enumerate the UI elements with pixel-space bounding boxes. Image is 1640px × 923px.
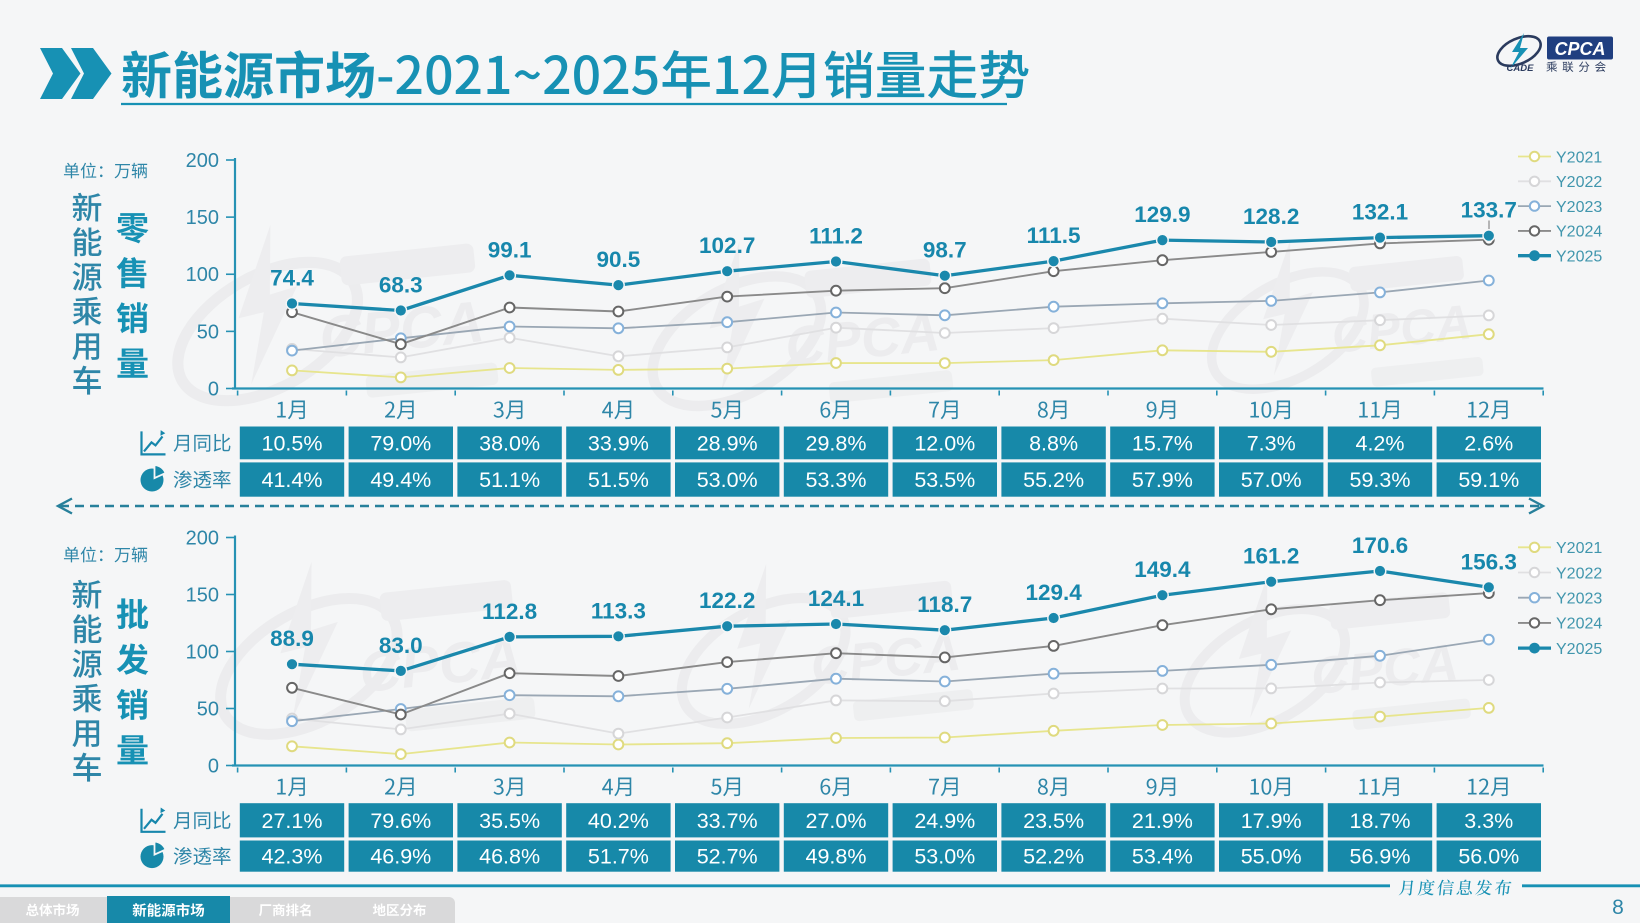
svg-text:Y2021: Y2021 xyxy=(1556,540,1602,557)
svg-text:129.9: 129.9 xyxy=(1134,202,1190,227)
svg-text:35.5%: 35.5% xyxy=(479,809,540,833)
svg-text:Y2025: Y2025 xyxy=(1556,641,1602,658)
svg-text:88.9: 88.9 xyxy=(270,626,314,651)
svg-text:68.3: 68.3 xyxy=(379,273,423,298)
svg-text:27.0%: 27.0% xyxy=(806,809,867,833)
svg-text:24.9%: 24.9% xyxy=(914,809,975,833)
svg-text:149.4: 149.4 xyxy=(1134,557,1191,582)
svg-text:50: 50 xyxy=(197,699,219,721)
svg-text:57.9%: 57.9% xyxy=(1132,468,1193,492)
svg-text:Y2025: Y2025 xyxy=(1556,249,1602,266)
svg-text:53.3%: 53.3% xyxy=(806,468,867,492)
svg-text:2.6%: 2.6% xyxy=(1464,432,1513,456)
svg-text:42.3%: 42.3% xyxy=(262,845,323,869)
svg-text:Y2022: Y2022 xyxy=(1556,174,1602,191)
svg-text:200: 200 xyxy=(186,528,219,550)
svg-text:129.4: 129.4 xyxy=(1025,580,1082,605)
svg-text:46.8%: 46.8% xyxy=(479,845,540,869)
svg-text:122.2: 122.2 xyxy=(699,588,755,613)
svg-text:156.3: 156.3 xyxy=(1461,549,1517,574)
svg-text:10.5%: 10.5% xyxy=(262,432,323,456)
svg-text:3.3%: 3.3% xyxy=(1464,809,1513,833)
svg-text:111.5: 111.5 xyxy=(1027,223,1081,248)
svg-text:133.7: 133.7 xyxy=(1461,198,1517,223)
svg-text:56.9%: 56.9% xyxy=(1350,845,1411,869)
svg-text:53.0%: 53.0% xyxy=(914,845,975,869)
svg-text:Y2024: Y2024 xyxy=(1556,224,1602,241)
svg-text:55.0%: 55.0% xyxy=(1241,845,1302,869)
svg-text:161.2: 161.2 xyxy=(1243,544,1299,569)
svg-text:102.7: 102.7 xyxy=(699,233,755,258)
svg-text:111.2: 111.2 xyxy=(809,224,863,249)
svg-text:0: 0 xyxy=(208,756,219,778)
svg-text:12.0%: 12.0% xyxy=(914,432,975,456)
svg-text:33.7%: 33.7% xyxy=(697,809,758,833)
svg-text:59.3%: 59.3% xyxy=(1350,468,1411,492)
svg-text:4.2%: 4.2% xyxy=(1355,432,1404,456)
svg-text:49.8%: 49.8% xyxy=(806,845,867,869)
svg-text:15.7%: 15.7% xyxy=(1132,432,1193,456)
svg-text:53.5%: 53.5% xyxy=(914,468,975,492)
svg-text:CADE: CADE xyxy=(1507,63,1535,74)
svg-text:7.3%: 7.3% xyxy=(1247,432,1296,456)
svg-text:90.5: 90.5 xyxy=(597,247,641,272)
svg-text:17.9%: 17.9% xyxy=(1241,809,1302,833)
svg-text:98.7: 98.7 xyxy=(923,238,967,263)
svg-text:53.0%: 53.0% xyxy=(697,468,758,492)
svg-text:52.2%: 52.2% xyxy=(1023,845,1084,869)
svg-text:0: 0 xyxy=(208,379,219,401)
svg-text:55.2%: 55.2% xyxy=(1023,468,1084,492)
svg-text:33.9%: 33.9% xyxy=(588,432,649,456)
svg-text:124.1: 124.1 xyxy=(808,586,864,611)
svg-text:51.7%: 51.7% xyxy=(588,845,649,869)
svg-text:150: 150 xyxy=(186,207,219,229)
svg-text:79.6%: 79.6% xyxy=(370,809,431,833)
svg-text:Y2024: Y2024 xyxy=(1556,616,1602,633)
svg-text:113.3: 113.3 xyxy=(591,598,646,623)
svg-text:83.0: 83.0 xyxy=(379,633,423,658)
svg-text:52.7%: 52.7% xyxy=(697,845,758,869)
svg-text:Y2022: Y2022 xyxy=(1556,565,1602,582)
svg-text:118.7: 118.7 xyxy=(917,592,972,617)
svg-text:Y2023: Y2023 xyxy=(1556,199,1602,216)
svg-text:38.0%: 38.0% xyxy=(479,432,540,456)
svg-text:59.1%: 59.1% xyxy=(1458,468,1519,492)
svg-text:200: 200 xyxy=(186,150,219,172)
svg-text:53.4%: 53.4% xyxy=(1132,845,1193,869)
svg-text:170.6: 170.6 xyxy=(1352,533,1408,558)
svg-text:112.8: 112.8 xyxy=(482,599,537,624)
svg-text:51.5%: 51.5% xyxy=(588,468,649,492)
svg-text:74.4: 74.4 xyxy=(270,266,314,291)
svg-text:21.9%: 21.9% xyxy=(1132,809,1193,833)
svg-text:56.0%: 56.0% xyxy=(1458,845,1519,869)
svg-text:57.0%: 57.0% xyxy=(1241,468,1302,492)
svg-text:CPCA: CPCA xyxy=(1554,39,1605,59)
svg-text:100: 100 xyxy=(186,264,219,286)
svg-text:99.1: 99.1 xyxy=(488,237,532,262)
svg-text:79.0%: 79.0% xyxy=(370,432,431,456)
svg-text:49.4%: 49.4% xyxy=(370,468,431,492)
svg-text:23.5%: 23.5% xyxy=(1023,809,1084,833)
svg-text:8.8%: 8.8% xyxy=(1029,432,1078,456)
svg-text:46.9%: 46.9% xyxy=(370,845,431,869)
svg-text:132.1: 132.1 xyxy=(1352,200,1408,225)
svg-text:29.8%: 29.8% xyxy=(806,432,867,456)
svg-text:40.2%: 40.2% xyxy=(588,809,649,833)
svg-text:150: 150 xyxy=(186,585,219,607)
svg-text:51.1%: 51.1% xyxy=(479,468,540,492)
svg-text:100: 100 xyxy=(186,642,219,664)
svg-text:Y2021: Y2021 xyxy=(1556,149,1602,166)
svg-text:Y2023: Y2023 xyxy=(1556,591,1602,608)
svg-text:28.9%: 28.9% xyxy=(697,432,758,456)
svg-text:18.7%: 18.7% xyxy=(1350,809,1411,833)
svg-text:41.4%: 41.4% xyxy=(262,468,323,492)
svg-text:27.1%: 27.1% xyxy=(262,809,323,833)
svg-text:128.2: 128.2 xyxy=(1243,204,1299,229)
svg-text:8: 8 xyxy=(1612,896,1624,919)
svg-text:50: 50 xyxy=(197,321,219,343)
